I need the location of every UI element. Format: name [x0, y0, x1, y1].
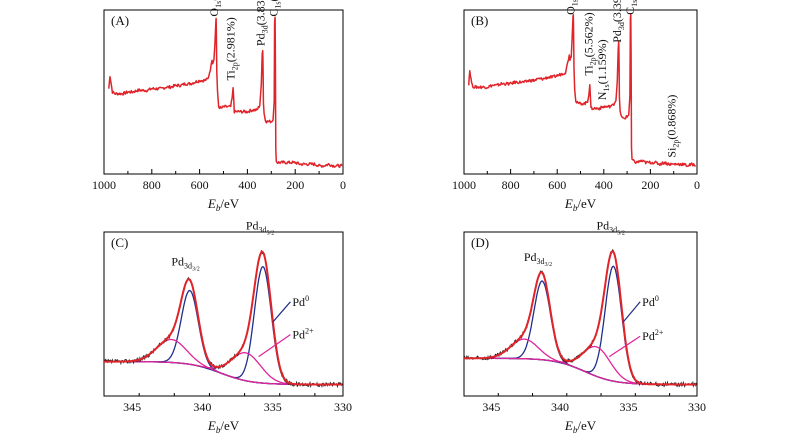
- fit-component-line: [464, 345, 697, 386]
- panel-label: (D): [471, 235, 489, 250]
- legend-label: Pd2+: [292, 327, 314, 342]
- peak-annotation: Pd3d3/2: [171, 255, 199, 273]
- x-tick-label: 800: [502, 178, 520, 192]
- envelope-fit-line: [104, 250, 343, 386]
- x-tick-label: 330: [334, 400, 352, 414]
- x-tick-label: 400: [238, 178, 256, 192]
- x-tick-label: 800: [143, 178, 161, 192]
- x-tick-label: 0: [694, 178, 700, 192]
- x-tick-label: 340: [551, 400, 569, 414]
- legend-label: Pd0: [642, 294, 659, 309]
- x-tick-label: 600: [548, 178, 566, 192]
- legend-leader-line: [622, 301, 641, 323]
- plot-frame: [463, 231, 698, 397]
- chart-panel: 345 340 335 330 (C) Eb/eV Pd3d3/2 Pd3d5/2 Pd0 Pd2…: [103, 219, 352, 435]
- x-tick-label: 1000: [452, 178, 476, 192]
- fit-component-line: [104, 289, 343, 386]
- survey-spectrum-line: [108, 16, 343, 169]
- peak-annotation: Pd3d5/2: [596, 219, 624, 237]
- background-line: [464, 357, 697, 386]
- legend-label: Pd2+: [642, 328, 664, 343]
- x-axis-label: Eb/eV: [207, 196, 240, 213]
- peak-annotation: Pd3d3/2: [524, 250, 552, 268]
- peak-annotation: Pd3d(3.396%): [610, 0, 626, 43]
- peak-annotation: C1s(73.512%): [267, 0, 283, 17]
- peak-annotation: Pd3d(3.839%): [254, 0, 270, 46]
- x-tick-label: 335: [264, 400, 282, 414]
- fit-component-line: [464, 338, 697, 386]
- panel-label: (C): [111, 235, 128, 250]
- peak-annotation: N1s(1.159%): [595, 39, 611, 100]
- chart-panel: 345 340 335 330 (D) Eb/eV Pd3d3/2 Pd3d5/2 Pd0 Pd2…: [463, 219, 706, 435]
- x-tick-label: 200: [641, 178, 659, 192]
- x-tick-label: 340: [193, 400, 211, 414]
- survey-spectrum-line: [467, 14, 696, 168]
- legend-leader-line: [272, 301, 291, 323]
- peak-annotation: O1s(19.668%): [207, 0, 223, 17]
- x-axis-label: Eb/eV: [564, 196, 597, 213]
- x-tick-label: 200: [286, 178, 304, 192]
- peak-annotation: Si2p(0.868%): [664, 95, 680, 158]
- legend-leader-line: [608, 335, 641, 358]
- envelope-fit-line: [464, 250, 697, 386]
- panel-label: (A): [111, 13, 129, 28]
- peak-annotation: Ti2p(5.562%): [581, 12, 597, 75]
- x-tick-label: 330: [688, 400, 706, 414]
- plot-frame: [103, 231, 344, 397]
- raw-data-line: [463, 248, 697, 388]
- legend-leader-line: [258, 334, 291, 358]
- peak-annotation: O1s(21.114%): [564, 0, 580, 15]
- peak-annotation: C1s(67.902%): [623, 0, 639, 15]
- chart-panel: 1000 800 600 400 200 0 (B) Eb/eV O1s(21.114%)Ti2…: [452, 0, 700, 213]
- fit-component-line: [464, 265, 697, 386]
- x-tick-label: 400: [595, 178, 613, 192]
- x-tick-label: 335: [619, 400, 637, 414]
- x-tick-label: 0: [340, 178, 346, 192]
- x-tick-label: 600: [191, 178, 209, 192]
- x-tick-label: 1000: [92, 178, 116, 192]
- panel-label: (B): [471, 13, 488, 28]
- x-axis-label: Eb/eV: [207, 418, 240, 435]
- peak-annotation: Ti2p(2.981%): [224, 17, 240, 80]
- x-tick-label: 345: [123, 400, 141, 414]
- chart-panel: 1000 800 600 400 200 0 (A) Eb/eV O1s(19.668%)Ti2…: [92, 0, 346, 213]
- legend-label: Pd0: [292, 294, 309, 309]
- peak-annotation: Pd3d5/2: [246, 219, 274, 237]
- x-axis-label: Eb/eV: [564, 418, 597, 435]
- x-tick-label: 345: [482, 400, 500, 414]
